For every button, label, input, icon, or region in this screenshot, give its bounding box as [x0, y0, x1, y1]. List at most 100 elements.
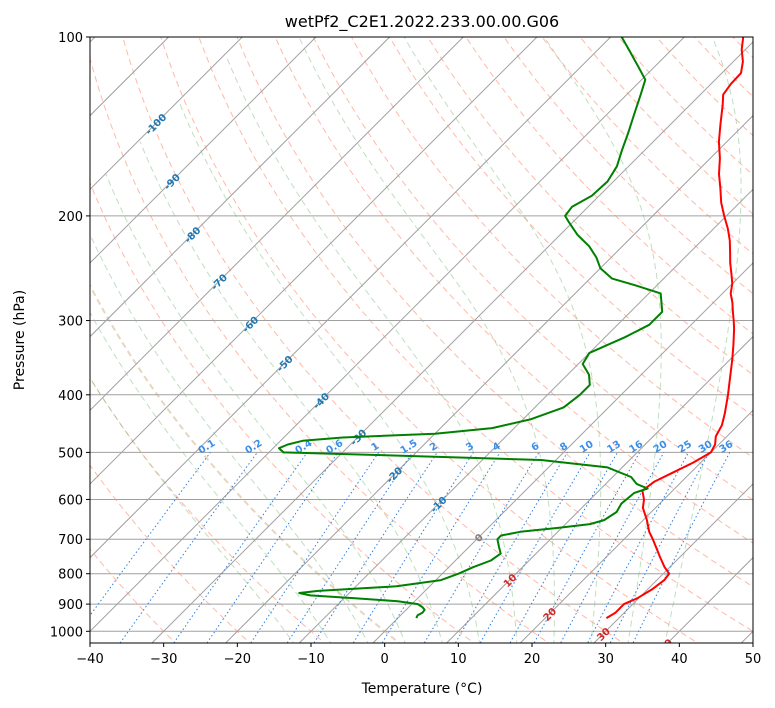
mixing-ratio-label: 10 — [578, 439, 596, 456]
mixing-ratio-0.2 — [119, 452, 258, 643]
y-tick-label: 800 — [58, 568, 83, 583]
isotherm-50 — [740, 630, 753, 643]
isotherm--70 — [90, 37, 465, 412]
x-tick-label: −40 — [76, 652, 103, 667]
isotherm-label: 30 — [595, 626, 613, 644]
isotherm-label: -90 — [162, 172, 183, 193]
x-axis: −40 −30 −20 −10 0 10 20 30 40 50 — [76, 643, 761, 667]
mixing-ratio-label: 20 — [652, 439, 670, 456]
dry-adiabat-200 — [758, 24, 775, 647]
mixing-ratio-label: 3 — [464, 441, 476, 454]
dry-adiabat-150 — [579, 37, 753, 215]
mixing-ratio-label: 4 — [491, 441, 503, 454]
dry-adiabat-120 — [465, 37, 753, 335]
y-tick-label: 1000 — [50, 625, 83, 640]
mixing-ratio-36 — [632, 452, 731, 643]
y-tick-label: 300 — [58, 315, 83, 330]
isotherm--100 — [90, 37, 244, 191]
y-tick-label: 100 — [58, 31, 83, 46]
mixing-ratio-1 — [250, 452, 380, 643]
isotherm-label: -60 — [241, 315, 262, 336]
x-axis-label: Temperature (°C) — [361, 681, 483, 697]
chart-title: wetPf2_C2E1.2022.233.00.00.G06 — [285, 12, 559, 32]
dry-adiabat-170 — [655, 37, 753, 137]
mixing-ratio-label: 36 — [718, 439, 736, 456]
dry-adiabat-70 — [274, 37, 753, 544]
isotherm-20 — [519, 409, 753, 643]
dry-adiabat-180 — [693, 37, 753, 98]
plot-frame — [89, 36, 754, 644]
moist-adiabat-25 — [298, 37, 555, 643]
y-tick-label: 900 — [58, 598, 83, 613]
x-tick-label: 0 — [381, 652, 389, 667]
isotherm--90 — [90, 37, 317, 264]
isotherm--10 — [298, 188, 753, 643]
x-tick-label: 20 — [524, 652, 541, 667]
isotherm-label: -10 — [429, 495, 450, 516]
mixing-ratio-label: 0.1 — [197, 438, 218, 457]
y-tick-label: 200 — [58, 210, 83, 225]
mixing-ratio-4 — [381, 452, 501, 643]
mixing-ratio-lines — [90, 452, 731, 643]
moist-adiabat-10 — [139, 141, 443, 643]
y-tick-label: 600 — [58, 493, 83, 508]
mixing-ratio-label: 1 — [370, 441, 382, 454]
isotherm--30 — [151, 41, 753, 643]
moist-adiabat-20 — [226, 56, 518, 643]
isobars — [90, 37, 753, 632]
profiles — [278, 37, 745, 619]
isotherm-label: -100 — [144, 112, 170, 138]
mixing-ratio-label: 16 — [627, 439, 645, 456]
x-tick-label: −20 — [224, 652, 251, 667]
plot-area: 0.1 0.2 0.4 0.6 1 1.5 2 3 4 6 8 10 13 16 20 25 30 36-100-… — [90, 24, 775, 655]
dry-adiabat-80 — [312, 37, 753, 501]
isotherm-10 — [445, 335, 753, 643]
x-tick-label: 40 — [671, 652, 688, 667]
temperature-profile — [605, 37, 745, 619]
isotherm-label: 40 — [658, 637, 676, 655]
isotherm--20 — [224, 114, 753, 643]
mixing-ratio-6 — [423, 452, 540, 643]
dry-adiabat-100 — [389, 37, 753, 417]
isotherm--50 — [90, 37, 612, 559]
y-tick-label: 500 — [58, 446, 83, 461]
isotherm--60 — [90, 37, 538, 485]
dry-adiabat-30 — [122, 37, 625, 643]
isotherm-label: -80 — [183, 225, 204, 246]
mixing-ratio-0.1 — [90, 452, 211, 617]
mixing-ratio-label: 0.2 — [244, 438, 265, 457]
mixing-ratio-label: 8 — [558, 441, 570, 454]
dry-adiabat-140 — [541, 37, 753, 255]
moist-adiabat--5 — [90, 311, 332, 643]
moist-adiabat-35 — [543, 37, 662, 643]
dry-adiabat-190 — [732, 37, 753, 59]
mixing-ratio-label: 25 — [676, 439, 694, 456]
dry-adiabat-50 — [198, 37, 753, 632]
moist-adiabat-0 — [90, 233, 369, 643]
x-tick-label: 30 — [597, 652, 614, 667]
mixing-ratio-label: 6 — [530, 441, 542, 454]
moist-adiabat-15 — [178, 100, 481, 643]
isotherm-label: 10 — [502, 572, 520, 590]
mixing-ratio-30 — [609, 452, 710, 643]
isotherm-label: -50 — [275, 354, 296, 375]
y-axis: 100 200 300 400 500 600 700 800 900 1000 — [50, 31, 90, 640]
mixing-ratio-20 — [560, 452, 665, 643]
x-tick-label: 10 — [450, 652, 467, 667]
mixing-ratio-0.6 — [206, 452, 339, 643]
isotherm-label: -70 — [209, 272, 230, 293]
mixing-ratio-0.4 — [173, 452, 308, 643]
moist-adiabat-5 — [105, 173, 406, 643]
isotherms — [90, 37, 753, 643]
mixing-ratio-10 — [479, 452, 591, 643]
mixing-ratio-3 — [352, 452, 474, 643]
dewpoint-profile — [278, 37, 664, 619]
mixing-ratio-label: 2 — [428, 441, 440, 454]
isotherm-30 — [593, 483, 753, 643]
x-tick-label: −10 — [297, 652, 324, 667]
mixing-ratio-label: 30 — [697, 439, 715, 456]
y-tick-label: 400 — [58, 389, 83, 404]
isotherm--80 — [90, 37, 391, 338]
x-tick-label: −30 — [150, 652, 177, 667]
